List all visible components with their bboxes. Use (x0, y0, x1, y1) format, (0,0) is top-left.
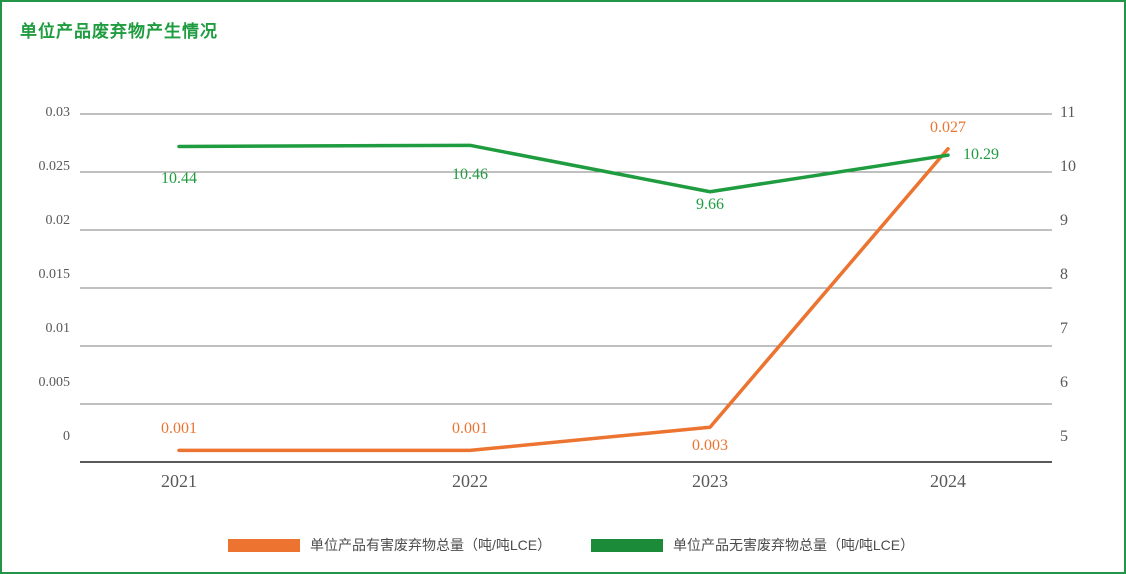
right-axis-tick: 11 (1060, 104, 1076, 121)
legend-label-hazardous: 单位产品有害废弃物总量（吨/吨LCE） (310, 537, 552, 553)
right-axis-tick: 7 (1060, 320, 1068, 337)
point-value-label: 10.46 (452, 166, 488, 184)
legend-swatch-nonhazardous-icon (591, 538, 663, 552)
series-line-nonhazardous (177, 143, 950, 194)
x-axis-label: 2021 (161, 471, 197, 491)
right-axis-tick: 5 (1060, 428, 1068, 445)
chart-title: 单位产品废弃物产生情况 (20, 22, 218, 41)
point-value-label: 0.027 (930, 118, 966, 136)
point-value-label: 10.29 (963, 146, 999, 164)
right-axis-tick: 9 (1060, 212, 1068, 229)
series-line-hazardous (177, 147, 950, 453)
left-axis-tick: 0.005 (38, 375, 71, 390)
x-axis-label: 2023 (692, 471, 728, 491)
point-value-label: 0.001 (452, 420, 488, 438)
legend-label-nonhazardous: 单位产品无害废弃物总量（吨/吨LCE） (673, 537, 915, 553)
right-axis-tick: 6 (1060, 374, 1068, 391)
point-value-label: 0.001 (161, 420, 197, 438)
x-axis-label: 2024 (930, 471, 966, 491)
left-axis-tick: 0.015 (38, 267, 71, 282)
point-value-label: 0.003 (692, 437, 728, 455)
left-axis-tick: 0.03 (45, 105, 71, 120)
legend-item-nonhazardous: 单位产品无害废弃物总量（吨/吨LCE） (591, 537, 914, 553)
right-axis-tick: 8 (1060, 266, 1068, 283)
left-axis-tick: 0.01 (45, 321, 71, 336)
left-axis-tick: 0 (63, 429, 70, 444)
left-axis-tick: 0.02 (45, 213, 71, 228)
point-value-label: 10.44 (161, 170, 197, 188)
left-axis-tick: 0.025 (38, 159, 71, 174)
point-value-label: 9.66 (696, 195, 724, 213)
right-axis-tick: 10 (1060, 158, 1076, 175)
legend-swatch-hazardous-icon (228, 538, 300, 552)
x-axis-label: 2022 (452, 471, 488, 491)
legend-item-hazardous: 单位产品有害废弃物总量（吨/吨LCE） (228, 537, 551, 553)
